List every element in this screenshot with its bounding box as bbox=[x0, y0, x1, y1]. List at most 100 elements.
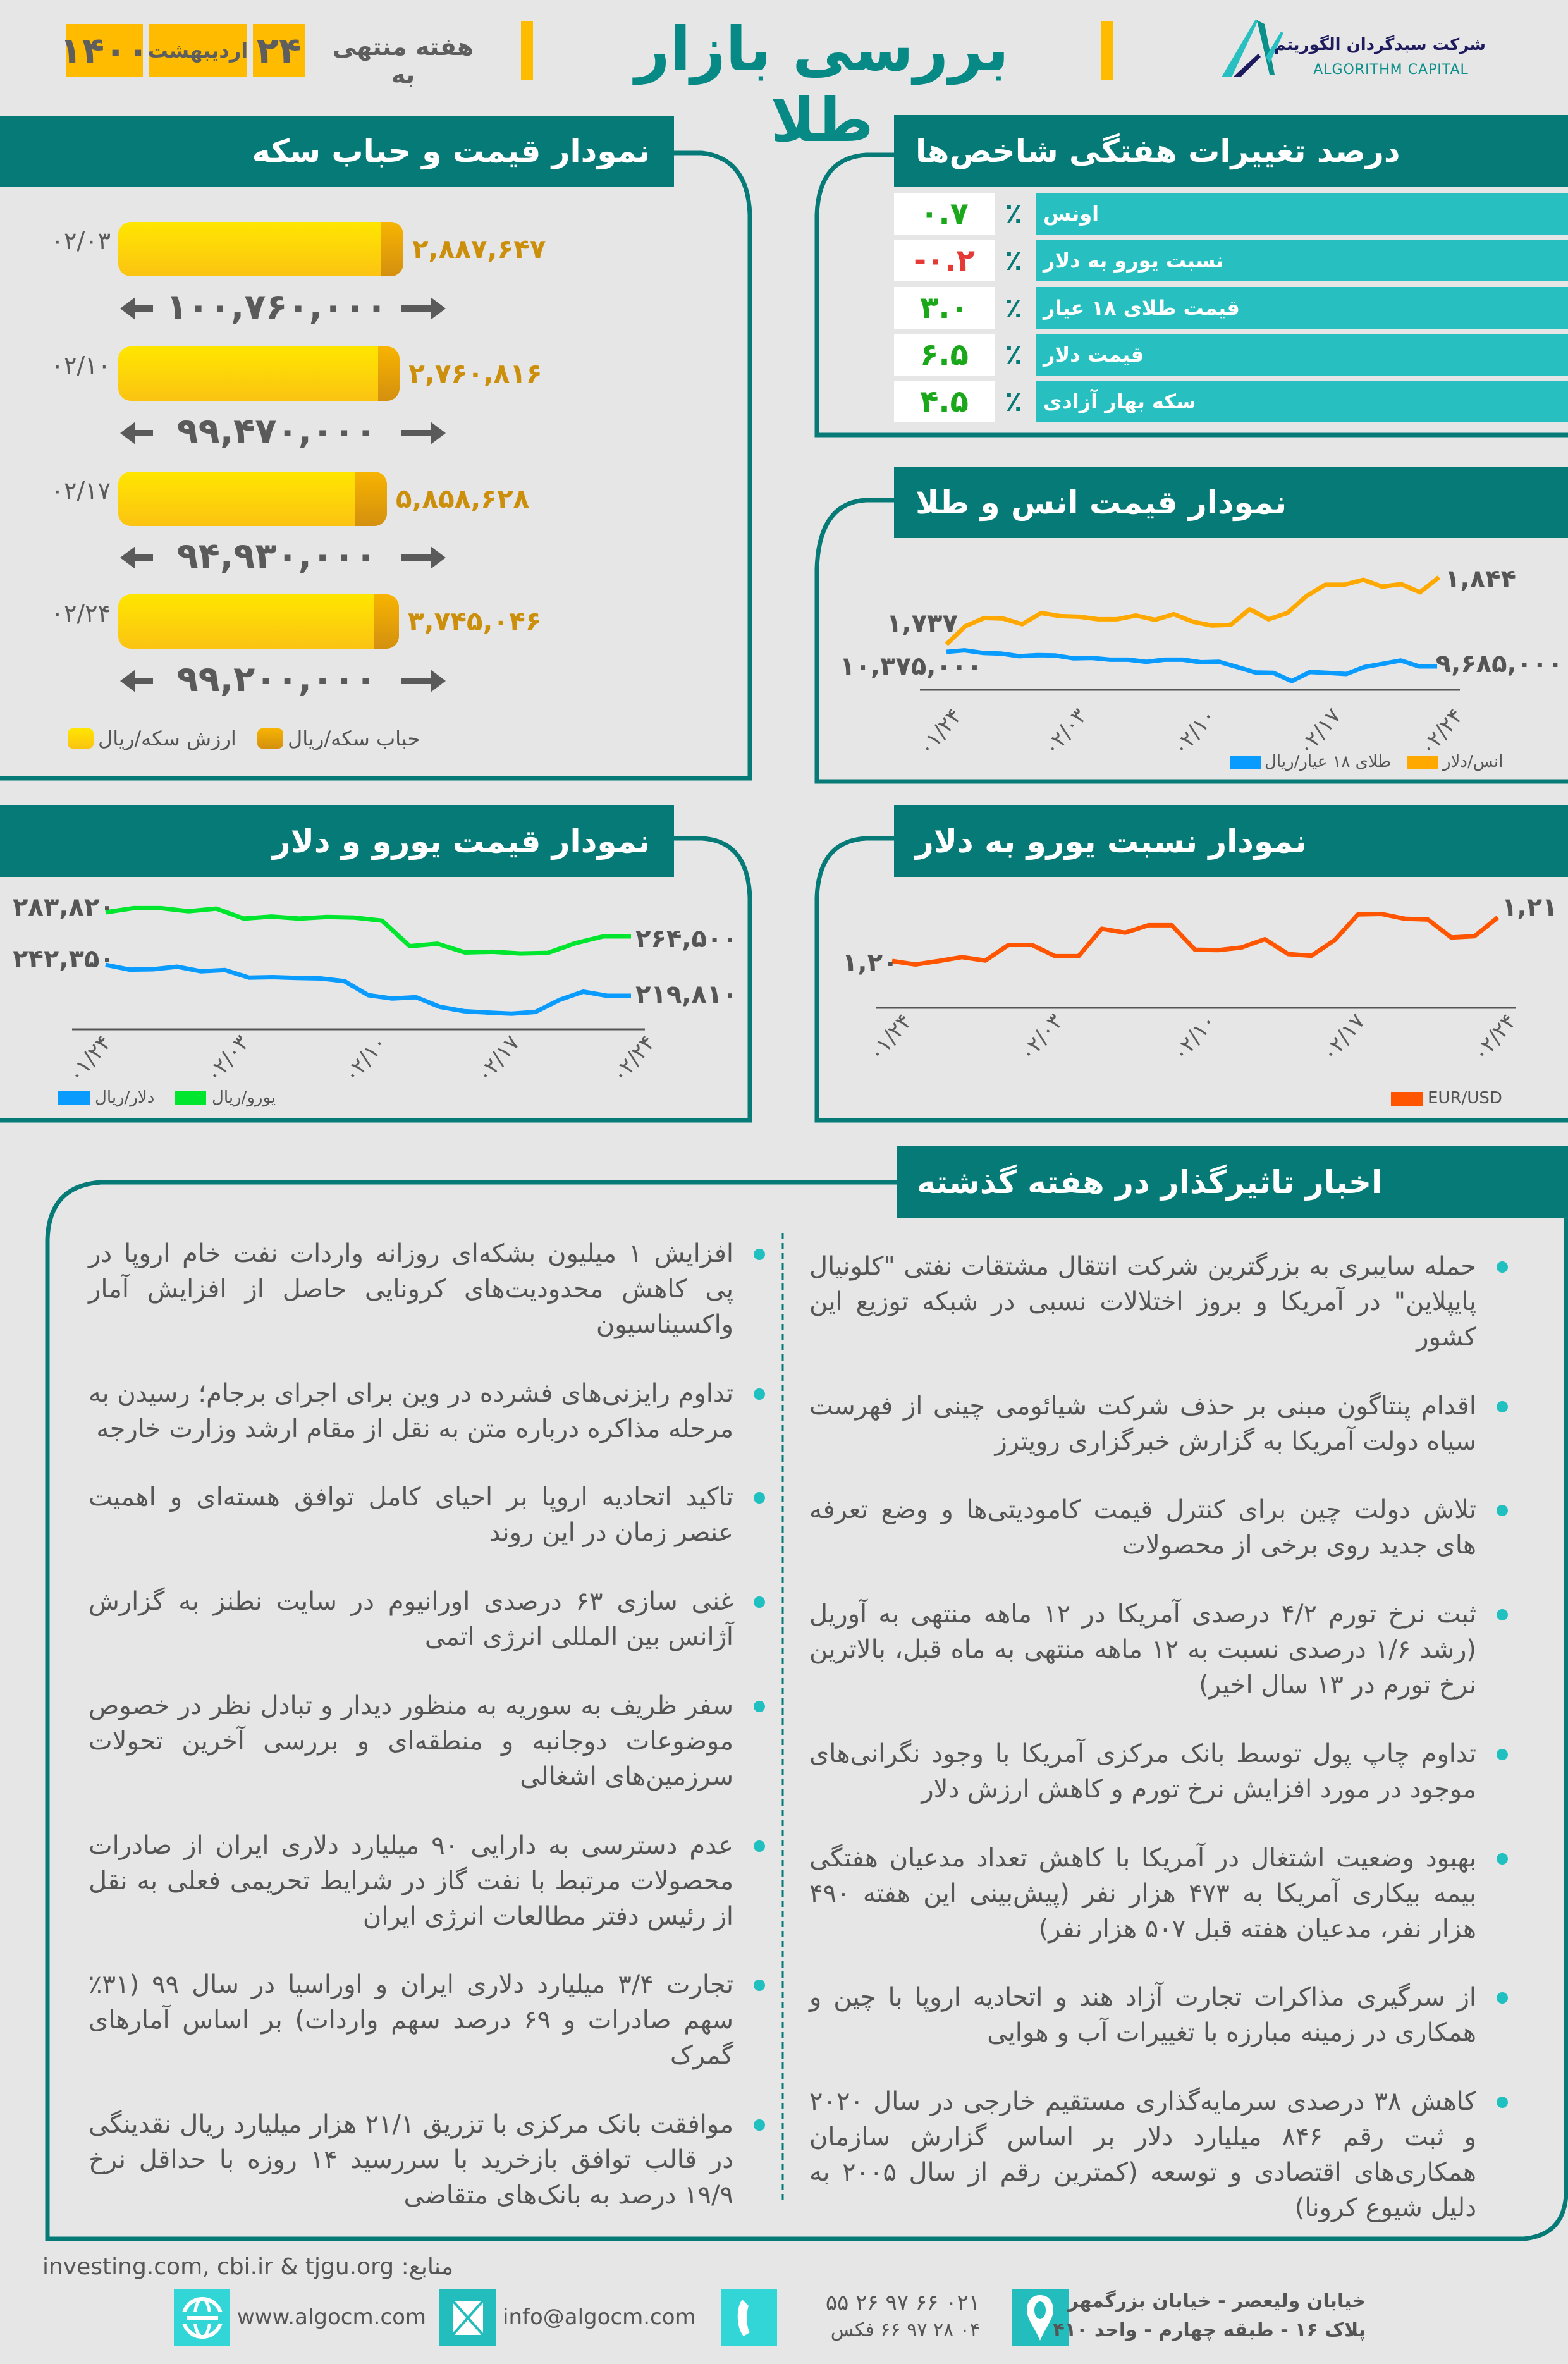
news-item: حمله سایبری به بزرگترین شرکت انتقال مشتق… bbox=[809, 1249, 1508, 1355]
bullet-icon bbox=[754, 1980, 765, 1992]
ounce-title: نمودار قیمت انس و طلا bbox=[916, 484, 1287, 521]
coin-date: ۰۲/۱۷ bbox=[51, 477, 111, 505]
legend-swatch-euro bbox=[175, 1091, 206, 1105]
index-value: ۶.۵ bbox=[894, 334, 995, 376]
bullet-icon bbox=[1497, 1853, 1508, 1865]
arrow-right-icon bbox=[401, 670, 446, 692]
news-text: از سرگیری مذاکرات تجارت آزاد هند و اتحاد… bbox=[809, 1983, 1476, 2048]
label-euro-start: ۲۸۳,۸۲۰ bbox=[13, 893, 115, 922]
company-logo-icon bbox=[1222, 20, 1283, 77]
news-text: تجارت ۳/۴ میلیارد دلاری ایران و اوراسیا … bbox=[89, 1970, 734, 2071]
arrow-right-icon bbox=[401, 546, 446, 569]
legend-swatch-gold bbox=[1230, 756, 1261, 769]
coin-bubble-segment bbox=[381, 222, 403, 276]
date-year: ۱۴۰۰ bbox=[59, 24, 149, 77]
index-label: سکه بهار آزادی bbox=[1043, 389, 1196, 413]
bullet-icon bbox=[1497, 1400, 1508, 1412]
eurusd-title: نمودار نسبت یورو به دلار bbox=[916, 823, 1307, 860]
dollar-series-line bbox=[105, 962, 631, 1016]
label-gold-end: ۹,۶۸۵,۰۰۰ bbox=[1435, 649, 1563, 678]
coin-value: ۹۹,۲۰۰,۰۰۰ bbox=[176, 659, 377, 700]
legend-euro: یورو/ریال bbox=[212, 1088, 276, 1107]
legend-bubble: حباب سکه/ریال bbox=[288, 726, 420, 750]
news-item: تاکید اتحادیه اروپا بر احیای کامل توافق … bbox=[89, 1479, 765, 1550]
coin-bubble-value: ۲,۷۶۰,۸۱۶ bbox=[408, 358, 542, 389]
news-item: سفر ظریف به سوریه به منظور دیدار و تبادل… bbox=[89, 1688, 765, 1794]
bullet-icon bbox=[754, 1700, 765, 1712]
bullet-icon bbox=[1497, 1748, 1508, 1760]
news-text: بهبود وضعیت اشتغال در آمریکا با کاهش تعد… bbox=[809, 1843, 1476, 1944]
legend-eurusd: EUR/USD bbox=[1428, 1089, 1502, 1108]
news-text: حمله سایبری به بزرگترین شرکت انتقال مشتق… bbox=[809, 1252, 1476, 1352]
coin-date: ۰۲/۲۴ bbox=[51, 599, 111, 627]
ounce-frame bbox=[814, 498, 1568, 784]
bullet-icon bbox=[1497, 1609, 1508, 1621]
week-ending-label: هفته منتهی به bbox=[332, 33, 474, 89]
coin-value: ۹۴,۹۳۰,۰۰۰ bbox=[176, 536, 377, 577]
eurdollar-title: نمودار قیمت یورو و دلار bbox=[272, 823, 650, 860]
eurusd-header: نمودار نسبت یورو به دلار bbox=[894, 805, 1568, 877]
bullet-icon bbox=[1497, 1505, 1508, 1517]
page-title: بررسی بازار طلا bbox=[635, 14, 1009, 156]
coin-value: ۱۰۰,۷۶۰,۰۰۰ bbox=[166, 286, 388, 328]
index-label: قیمت دلار bbox=[1043, 343, 1144, 367]
eurusd-frame bbox=[814, 836, 1568, 1123]
label-eurusd-start: ۱,۲۰ bbox=[842, 948, 898, 977]
bullet-icon bbox=[1497, 2096, 1508, 2108]
news-item: کاهش ۳۸ درصدی سرمایه‌گذاری مستقیم خارجی … bbox=[809, 2084, 1508, 2226]
percent-sign: ٪ bbox=[1005, 291, 1022, 324]
legend-swatch-dollar bbox=[58, 1091, 90, 1105]
coin-value-bar bbox=[118, 346, 400, 401]
coin-bubble-segment bbox=[378, 346, 400, 401]
gold-series-line bbox=[946, 648, 1437, 683]
news-item: غنی سازی ۶۳ درصدی اورانیوم در سایت نطنز … bbox=[89, 1584, 765, 1655]
eurdollar-header: نمودار قیمت یورو و دلار bbox=[0, 805, 674, 877]
index-label: قیمت طلای ۱۸ عیار bbox=[1043, 296, 1240, 320]
news-item: اقدام پنتاگون مبنی بر حذف شرکت شیائومی چ… bbox=[809, 1388, 1508, 1459]
news-text: تاکید اتحادیه اروپا بر احیای کامل توافق … bbox=[89, 1483, 733, 1548]
arrow-left-icon bbox=[120, 297, 153, 320]
news-text: کاهش ۳۸ درصدی سرمایه‌گذاری مستقیم خارجی … bbox=[809, 2086, 1476, 2222]
company-name-fa: شرکت سبدگردان الگوریتم bbox=[1273, 35, 1486, 54]
news-item: از سرگیری مذاکرات تجارت آزاد هند و اتحاد… bbox=[809, 1980, 1508, 2050]
legend-ounce: انس/دلار bbox=[1443, 752, 1504, 771]
bullet-icon bbox=[754, 1249, 765, 1260]
index-row-4: سکه بهار آزادی bbox=[1036, 381, 1568, 422]
news-item: عدم دسترسی به دارایی ۹۰ میلیارد دلاری ای… bbox=[89, 1828, 765, 1934]
percent-sign: ٪ bbox=[1005, 244, 1022, 277]
email-link[interactable]: info@algocm.com bbox=[503, 2305, 696, 2330]
news-item: تلاش دولت چین برای کنترل قیمت کامودیتی‌ه… bbox=[809, 1492, 1508, 1563]
news-text: تداوم رایزنی‌های فشرده در وین برای اجرای… bbox=[89, 1378, 733, 1443]
legend-swatch-ounce bbox=[1407, 756, 1438, 769]
percent-sign: ٪ bbox=[1005, 338, 1022, 371]
news-text: ثبت نرخ تورم ۴/۲ درصدی آمریکا در ۱۲ ماهه… bbox=[809, 1600, 1477, 1700]
index-value: -۰.۲ bbox=[894, 240, 995, 281]
indices-frame bbox=[814, 152, 1568, 438]
label-dollar-end: ۲۱۹,۸۱۰ bbox=[635, 980, 738, 1009]
index-label: نسبت یورو به دلار bbox=[1043, 248, 1224, 273]
coin-date: ۰۲/۰۳ bbox=[51, 227, 111, 255]
percent-sign: ٪ bbox=[1005, 197, 1022, 230]
percent-sign: ٪ bbox=[1005, 385, 1022, 418]
news-text: غنی سازی ۶۳ درصدی اورانیوم در سایت نطنز … bbox=[89, 1587, 733, 1652]
index-row-1: نسبت یورو به دلار bbox=[1036, 240, 1568, 281]
label-ounce-end: ۱,۸۴۴ bbox=[1445, 565, 1516, 594]
bullet-icon bbox=[754, 1388, 765, 1400]
fax-number: ۰۴ ۲۸ ۹۷ ۶۶ فکس bbox=[830, 2319, 980, 2341]
index-value: ۴.۵ bbox=[894, 381, 995, 422]
eurdollar-frame bbox=[0, 836, 752, 1123]
date-day: ۲۴ bbox=[253, 24, 305, 77]
news-frame bbox=[45, 1180, 1568, 2241]
website-link[interactable]: www.algocm.com bbox=[237, 2305, 427, 2330]
news-text: تداوم چاپ پول توسط بانک مرکزی آمریکا با … bbox=[809, 1739, 1476, 1804]
coin-bubble-value: ۲,۸۸۷,۶۴۷ bbox=[412, 233, 546, 264]
bullet-icon bbox=[754, 2119, 765, 2131]
bullet-icon bbox=[1497, 1261, 1508, 1273]
company-name-en: ALGORITHM CAPITAL bbox=[1313, 62, 1469, 78]
news-item: بهبود وضعیت اشتغال در آمریکا با کاهش تعد… bbox=[809, 1840, 1508, 1947]
coin-value-bar bbox=[118, 222, 403, 276]
address-line-1: خیابان ولیعصر - خیابان بزرگمهر bbox=[1067, 2290, 1366, 2312]
